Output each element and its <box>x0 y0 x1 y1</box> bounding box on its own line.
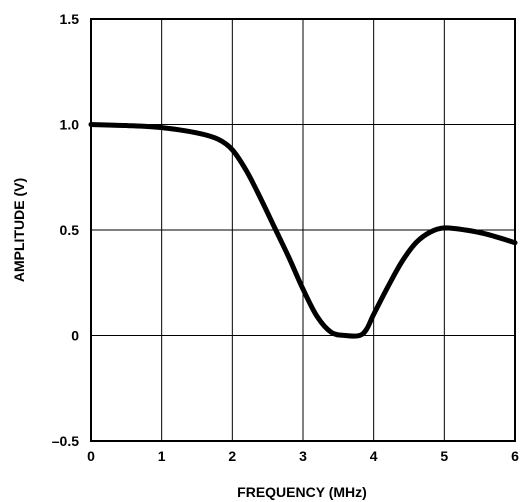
y-tick-label: –0.5 <box>52 433 79 449</box>
series-layer <box>88 122 518 339</box>
x-tick-label: 5 <box>440 448 448 464</box>
x-axis-title: FREQUENCY (MHz) <box>237 484 367 500</box>
x-tick-label: 2 <box>228 448 236 464</box>
x-tick-label: 4 <box>370 448 378 464</box>
x-tick-label: 0 <box>87 448 95 464</box>
y-tick-label: 1.5 <box>60 11 80 27</box>
x-tick-label: 1 <box>158 448 166 464</box>
series-line-0 <box>88 122 518 339</box>
x-tick-label: 3 <box>299 448 307 464</box>
y-tick-label: 0.5 <box>60 222 80 238</box>
plot-frame <box>90 18 516 442</box>
x-tick-label: 6 <box>511 448 519 464</box>
y-axis-title: AMPLITUDE (V) <box>11 178 27 282</box>
y-tick-label: 1.0 <box>60 117 80 133</box>
x-tick-labels: 0 1 2 3 4 5 6 <box>87 448 519 464</box>
y-tick-labels: –0.5 0 0.5 1.0 1.5 <box>52 11 79 449</box>
y-tick-label: 0 <box>71 328 79 344</box>
